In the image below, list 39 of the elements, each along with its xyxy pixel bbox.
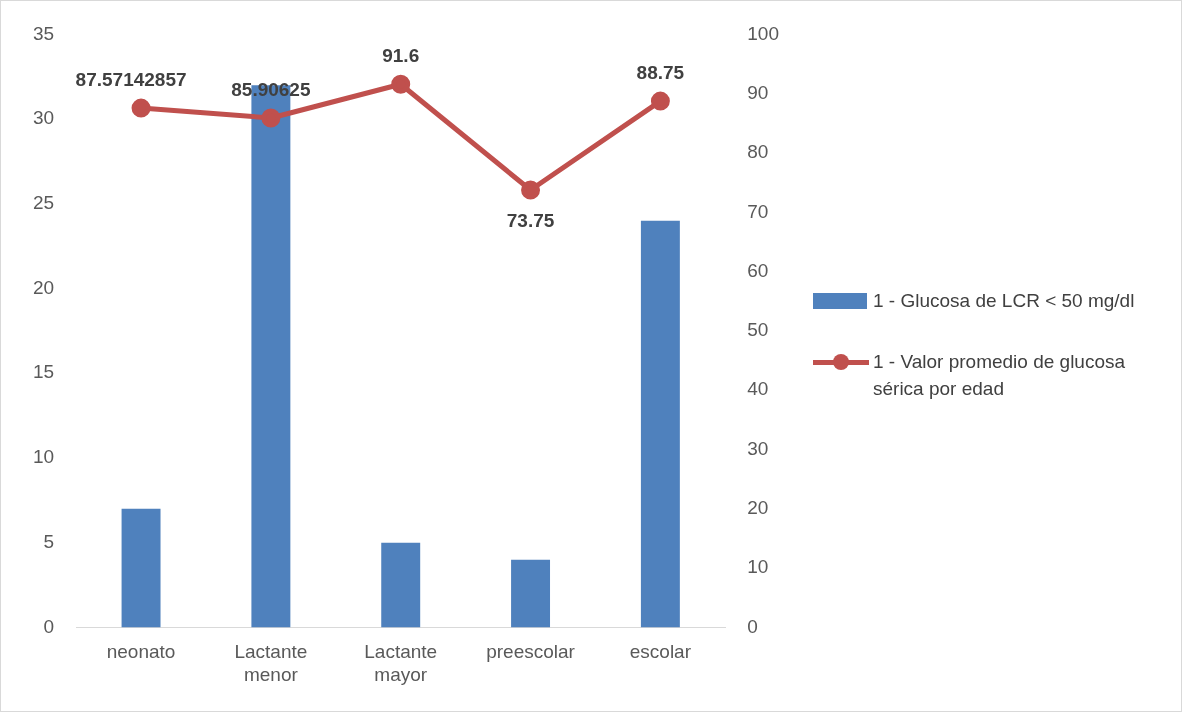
point [650,91,670,111]
data-label: 73.75 [506,209,555,231]
data-label: 91.6 [382,44,420,66]
x-tick-label: Lactante menor [234,641,308,685]
y-tick-label: 35 [32,22,55,44]
data-label: 87.57142857 [75,68,187,90]
y-tick-label: 25 [32,192,55,214]
y2-tick-label: 10 [747,556,769,578]
y2-tick-label: 60 [747,259,769,281]
y-tick-label: 20 [32,276,55,298]
y2-tick-label: 30 [747,437,769,459]
point [521,180,541,200]
point [131,98,151,118]
legend-label: 1 - Valor promedio de glucosa sérica por edad [873,350,1127,401]
y2-tick-label: 20 [747,497,769,519]
y-tick-label: 5 [43,530,55,552]
legend-label: 1 - Glucosa de LCR < 50 mg/dl [873,289,1135,313]
point [391,74,411,94]
y2-tick-label: 70 [747,200,769,222]
y-tick-label: 30 [32,107,55,129]
x-tick-label: neonato [106,641,176,663]
y2-tick-label: 40 [747,378,769,400]
x-tick-label: preescolar [486,641,576,663]
bar [640,220,680,628]
y2-tick-label: 100 [747,22,779,44]
bar [381,542,421,628]
y-tick-label: 0 [43,615,55,637]
y2-tick-label: 0 [747,615,758,637]
bar [511,559,551,628]
y2-tick-label: 50 [747,319,769,341]
y-tick-label: 15 [32,361,55,383]
x-tick-label: escolar [629,641,692,663]
y2-tick-label: 80 [747,141,769,163]
x-tick-label: Lactante mayor [364,641,438,685]
point [261,108,281,128]
y-tick-label: 10 [32,446,55,468]
y2-tick-label: 90 [747,81,769,103]
data-label: 88.75 [636,61,685,83]
bar [121,508,161,628]
